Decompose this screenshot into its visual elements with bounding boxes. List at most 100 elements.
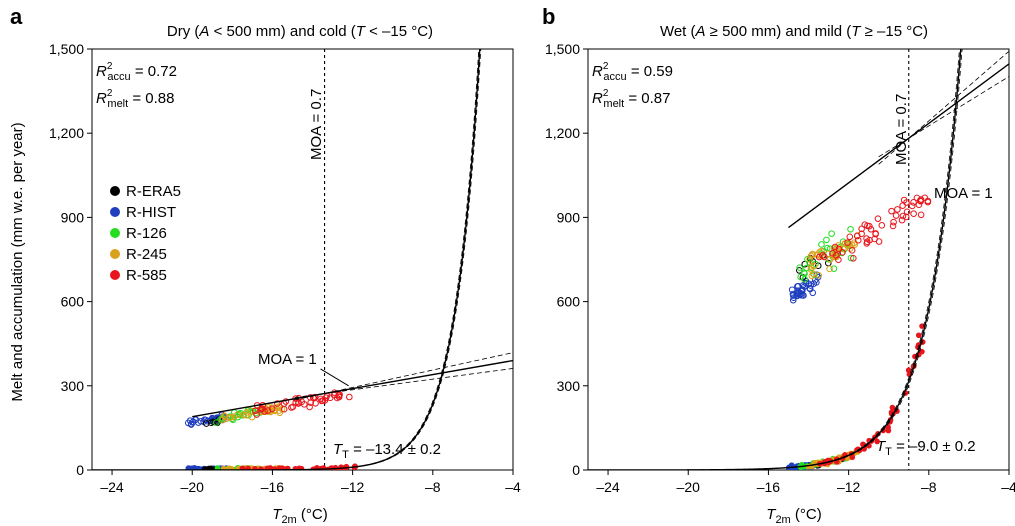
panel-b-melt-point bbox=[919, 323, 925, 329]
panel-b-accumulation-point bbox=[854, 236, 862, 244]
panel-a-letter: a bbox=[10, 4, 23, 29]
panel-a-accumulation-point bbox=[312, 399, 319, 407]
legend-marker-r-era5 bbox=[110, 186, 120, 196]
panel-b-accumulation-point bbox=[874, 215, 882, 222]
panel-a-accumulation-point bbox=[203, 420, 210, 427]
panel-a-melt-point bbox=[221, 466, 227, 470]
panel-b-accumulation-point bbox=[818, 241, 825, 248]
panel-b-accumulation-point bbox=[830, 265, 838, 272]
panel-b-accumulation-point bbox=[823, 236, 830, 244]
panel-b-melt-point bbox=[889, 404, 896, 411]
panel-b-accumulation-point bbox=[800, 269, 808, 277]
panel-a-melt-point bbox=[245, 465, 251, 470]
panel-a-accu-fit-line bbox=[192, 359, 513, 418]
panel-b-y-tick-label: 600 bbox=[557, 294, 581, 310]
panel-a: a Dry (A < 500 mm) and cold (T < –15 °C)… bbox=[10, 4, 441, 461]
panel-a-accumulation-point bbox=[335, 391, 343, 399]
panel-a-x-tick-label: –16 bbox=[261, 479, 285, 495]
panel-a-accumulation-point bbox=[264, 407, 272, 414]
panel-a-title: Dry (A < 500 mm) and cold (T < –15 °C) bbox=[167, 23, 433, 40]
panel-b-accumulation-point bbox=[910, 199, 917, 206]
panel-b-accumulation-point bbox=[815, 253, 823, 261]
panel-a-x-tick-label: –20 bbox=[181, 479, 205, 495]
panel-b-accumulation-point bbox=[793, 290, 801, 298]
panel-a-accumulation-point bbox=[222, 415, 229, 423]
panel-b-moa1-label: MOA = 1 bbox=[934, 185, 993, 202]
panel-a-accumulation-point bbox=[326, 394, 334, 402]
legend-label-r-245: R-245 bbox=[126, 246, 167, 263]
panel-b-x-tick-label: –8 bbox=[921, 479, 937, 495]
panel-b-accumulation-point bbox=[826, 265, 833, 273]
panel-b-accumulation-point bbox=[889, 222, 897, 230]
panel-a-accumulation-point bbox=[251, 407, 259, 415]
panel-a-moa1-pointer bbox=[320, 368, 349, 387]
panel-b: b Wet (A ≥ 500 mm) and mild (T ≥ –15 °C)… bbox=[542, 4, 993, 458]
panel-a-x-tick-label: –4 bbox=[505, 479, 521, 495]
panel-b-accumulation-point bbox=[809, 289, 817, 297]
panel-b-accumulation-point bbox=[899, 212, 907, 220]
panel-a-accumulation-point bbox=[230, 413, 238, 420]
legend-marker-r-585 bbox=[110, 270, 120, 280]
panel-a-accumulation-point bbox=[213, 419, 220, 426]
panel-b-accumulation-point bbox=[867, 225, 875, 233]
panel-b-accumulation-point bbox=[847, 254, 855, 262]
panel-a-accumulation-point bbox=[317, 395, 325, 403]
panel-b-accumulation-point bbox=[816, 252, 824, 259]
legend-label-r-585: R-585 bbox=[126, 267, 167, 284]
panel-a-y-tick-label: 1,500 bbox=[49, 41, 84, 57]
panel-a-y-tick-label: 300 bbox=[61, 378, 85, 394]
panel-b-accumulation-point bbox=[910, 210, 917, 217]
panel-b-accumulation-point bbox=[850, 255, 857, 262]
panel-a-accumulation-point bbox=[278, 405, 286, 413]
panel-b-accumulation-point bbox=[863, 235, 870, 242]
panel-b-accumulation-point bbox=[846, 245, 854, 252]
panel-a-melt-point bbox=[264, 465, 270, 470]
panel-b-accumulation-point bbox=[924, 198, 932, 206]
panel-a-accumulation-point bbox=[346, 393, 353, 401]
panel-a-r2-accu: R2 accu = 0.72 bbox=[96, 61, 177, 83]
panel-b-accumulation-point bbox=[851, 241, 858, 248]
panel-a-accumulation-point bbox=[311, 393, 319, 401]
panel-a-melt-point bbox=[272, 466, 278, 470]
legend: R-ERA5 R-HIST R-126 R-245 R-585 bbox=[110, 183, 181, 284]
panel-b-accumulation-point bbox=[829, 249, 836, 257]
panel-b-x-axis-label: T2m (°C) bbox=[766, 506, 821, 526]
panel-a-y-tick-label: 1,200 bbox=[49, 125, 84, 141]
panel-b-accumulation-point bbox=[807, 282, 814, 289]
panel-a-r2-melt: R2 melt = 0.88 bbox=[96, 88, 174, 110]
panel-b-accumulation-point bbox=[915, 201, 923, 209]
panel-b-accumulation-point bbox=[853, 232, 861, 240]
panel-a-melt-point bbox=[189, 465, 196, 470]
panel-a-accumulation-point bbox=[257, 408, 265, 416]
panel-b-accumulation-point bbox=[835, 245, 843, 253]
panel-a-tt-label: TT = –13.4 ± 0.2 bbox=[333, 441, 441, 461]
panel-a-accu-ci-upper bbox=[294, 352, 513, 401]
panel-a-melt-point bbox=[343, 463, 350, 470]
panel-b-accumulation-point bbox=[808, 272, 816, 280]
panel-b-accu-ci-upper bbox=[878, 50, 1009, 165]
panel-a-moa07-label: MOA = 0.7 bbox=[308, 89, 325, 160]
y-axis-label: Melt and accumulation (mm w.e. per year) bbox=[9, 122, 26, 401]
panel-b-accumulation-point bbox=[819, 252, 826, 259]
panel-b-y-tick-label: 300 bbox=[557, 378, 581, 394]
panel-b-x-tick-label: –4 bbox=[1001, 479, 1015, 495]
panel-b-accumulation-point bbox=[917, 211, 925, 219]
panel-a-plot: –24 –20 –16 –12 –8 –4 0 300 600 900 1,200 1,500 bbox=[49, 41, 521, 495]
panel-b-accu-ci-lower bbox=[878, 76, 1009, 158]
panel-a-accumulation-point bbox=[226, 414, 234, 422]
panel-b-accumulation-point bbox=[908, 202, 916, 210]
panel-b-accumulation-point bbox=[798, 287, 806, 295]
panel-a-melt-point bbox=[214, 465, 221, 470]
panel-b-accumulation-point bbox=[858, 225, 865, 233]
panel-b-accumulation-point bbox=[806, 285, 814, 292]
panel-a-accumulation-point bbox=[280, 405, 288, 413]
panel-a-accumulation-point bbox=[221, 412, 228, 420]
legend-label-r-hist: R-HIST bbox=[126, 204, 176, 221]
panel-b-x-tick-label: –16 bbox=[757, 479, 781, 495]
panel-b-accumulation-point bbox=[807, 263, 815, 270]
panel-b-accumulation-point bbox=[888, 207, 895, 215]
panel-b-accumulation-point bbox=[839, 249, 846, 256]
legend-marker-r-hist bbox=[110, 207, 120, 217]
panel-b-x-tick-label: –24 bbox=[596, 479, 620, 495]
